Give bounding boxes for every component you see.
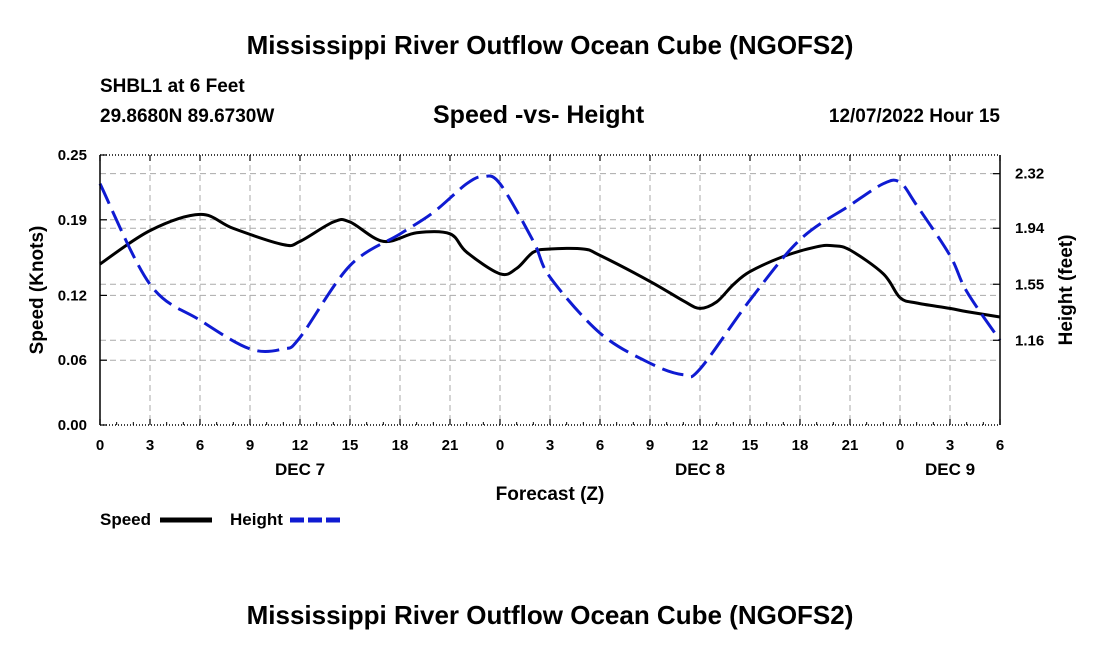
series-speed-line xyxy=(99,212,1001,319)
y-left-tick-label: 0.19 xyxy=(58,212,87,229)
y-right-tick-label: 1.94 xyxy=(1015,220,1045,237)
series-lines xyxy=(98,174,1002,379)
x-tick-label: 21 xyxy=(842,437,859,454)
x-tick-label: 0 xyxy=(496,437,504,454)
station-label: SHBL1 at 6 Feet xyxy=(100,76,245,97)
x-tick-label: 6 xyxy=(996,437,1004,454)
y-left-tick-label: 0.12 xyxy=(58,287,87,304)
date-label: DEC 8 xyxy=(675,460,725,479)
x-tick-label: 18 xyxy=(792,437,809,454)
x-tick-label: 3 xyxy=(946,437,954,454)
x-tick-label: 6 xyxy=(596,437,604,454)
axis-labels: 0 3 6 9 12 15 18 21 0 3 6 9 12 15 18 21 0 3 6 0.00 0.06 0.12 0… xyxy=(27,147,1077,505)
x-tick-label: 0 xyxy=(896,437,904,454)
legend: Speed Height xyxy=(100,510,342,529)
y-left-axis-title: Speed (Knots) xyxy=(27,226,48,355)
x-tick-label: 0 xyxy=(96,437,104,454)
y-right-tick-label: 2.32 xyxy=(1015,166,1044,183)
footer-title: Mississippi River Outflow Ocean Cube (NG… xyxy=(246,600,854,630)
x-tick-label: 12 xyxy=(692,437,709,454)
axis-ticks xyxy=(99,154,1001,426)
y-right-tick-label: 1.55 xyxy=(1015,276,1044,293)
legend-height-label: Height xyxy=(230,510,283,529)
x-tick-label: 9 xyxy=(246,437,254,454)
y-left-tick-label: 0.06 xyxy=(58,352,87,369)
grid-lines xyxy=(100,155,1000,425)
y-right-tick-label: 1.16 xyxy=(1015,332,1044,349)
x-tick-label: 3 xyxy=(146,437,154,454)
x-tick-label: 12 xyxy=(292,437,309,454)
x-tick-label: 18 xyxy=(392,437,409,454)
x-tick-label: 3 xyxy=(546,437,554,454)
y-right-axis-title: Height (feet) xyxy=(1056,235,1077,346)
x-tick-label: 21 xyxy=(442,437,459,454)
x-tick-label: 15 xyxy=(342,437,359,454)
series-height-line xyxy=(98,174,1002,379)
date-label: DEC 9 xyxy=(925,460,975,479)
y-left-tick-label: 0.25 xyxy=(58,147,87,164)
datetime-label: 12/07/2022 Hour 15 xyxy=(828,106,1000,127)
coordinates-label: 29.8680N 89.6730W xyxy=(100,106,275,127)
chart-subtitle: Speed -vs- Height xyxy=(433,101,645,129)
x-tick-label: 15 xyxy=(742,437,759,454)
x-axis-title: Forecast (Z) xyxy=(496,484,605,505)
page-title: Mississippi River Outflow Ocean Cube (NG… xyxy=(246,30,854,60)
legend-speed-label: Speed xyxy=(100,510,151,529)
x-tick-label: 9 xyxy=(646,437,654,454)
x-tick-label: 6 xyxy=(196,437,204,454)
date-label: DEC 7 xyxy=(275,460,325,479)
y-left-tick-label: 0.00 xyxy=(58,417,87,434)
